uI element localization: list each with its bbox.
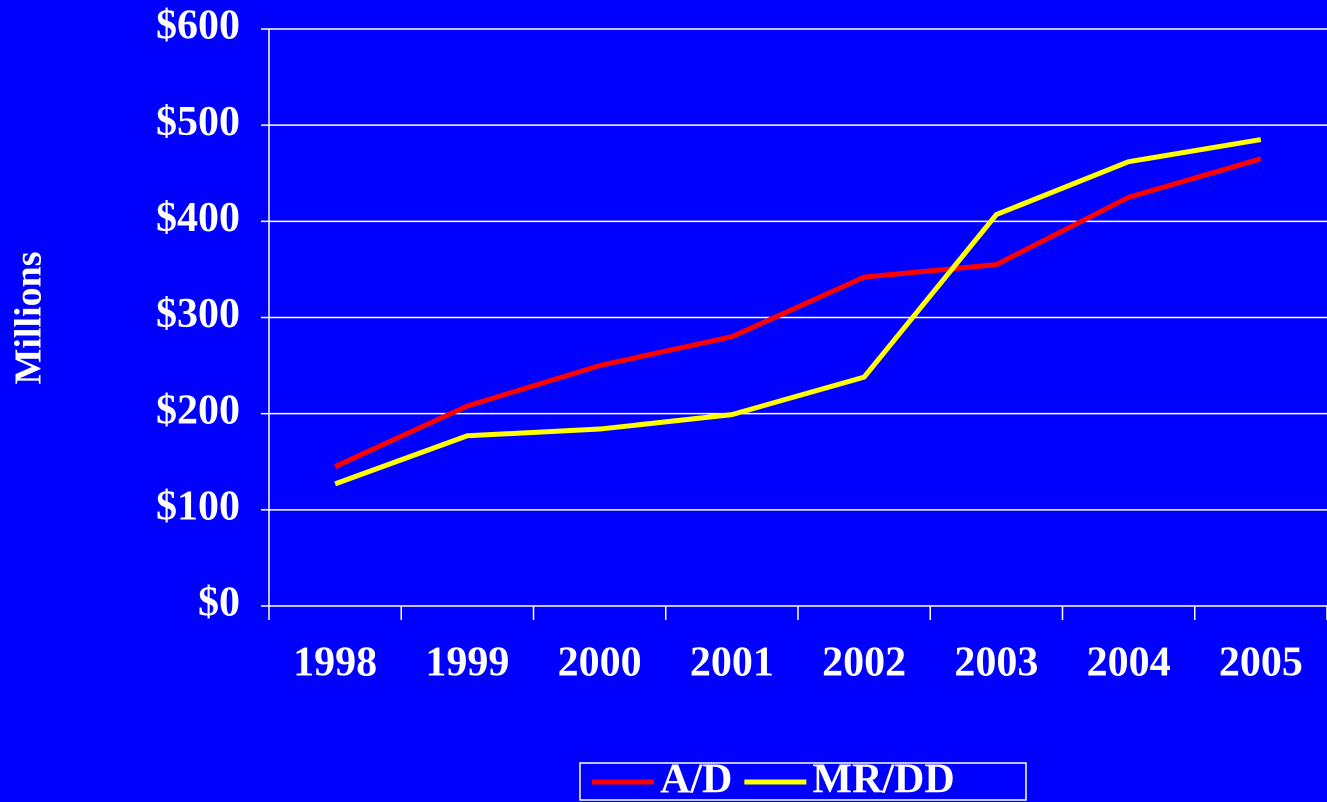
x-tick-label: 1999 xyxy=(425,640,509,686)
y-tick-label: $300 xyxy=(156,291,240,337)
x-tick-label: 2005 xyxy=(1219,640,1303,686)
x-tick-label: 2004 xyxy=(1087,640,1171,686)
y-tick-label: $500 xyxy=(156,99,240,145)
x-tick-label: 2003 xyxy=(954,640,1038,686)
y-tick-label: $400 xyxy=(156,195,240,241)
y-tick-label: $200 xyxy=(156,387,240,433)
y-axis-label: Millions xyxy=(8,251,50,384)
x-tick-label: 2000 xyxy=(558,640,642,686)
x-tick-label: 1998 xyxy=(293,640,377,686)
y-tick-label: $100 xyxy=(156,483,240,529)
y-tick-label: $0 xyxy=(198,580,240,626)
legend-box xyxy=(579,762,1027,801)
legend-label: MR/DD xyxy=(812,757,954,802)
legend-label: A/D xyxy=(660,757,732,802)
x-tick-label: 2001 xyxy=(690,640,774,686)
data-line xyxy=(334,156,1262,469)
x-tick-label: 2002 xyxy=(822,640,906,686)
data-line xyxy=(334,137,1262,487)
y-tick-label: $600 xyxy=(156,3,240,49)
